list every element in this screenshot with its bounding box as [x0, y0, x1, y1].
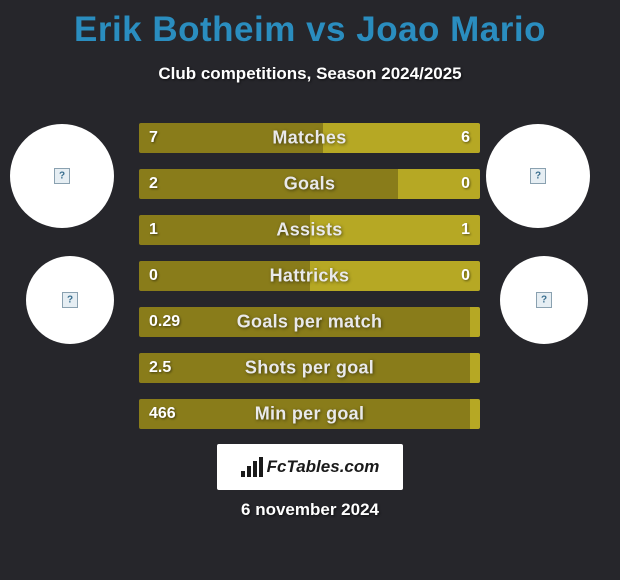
- stat-value-left: 2.5: [149, 359, 171, 377]
- club-right-avatar: [500, 256, 588, 344]
- footer-logo-text: FcTables.com: [267, 457, 380, 477]
- stat-row: Shots per goal2.5: [139, 353, 480, 383]
- stat-row: Goals per match0.29: [139, 307, 480, 337]
- barchart-icon: [241, 457, 263, 477]
- stat-value-right: 0: [461, 175, 470, 193]
- stat-label: Goals per match: [139, 312, 480, 333]
- stat-value-right: 0: [461, 267, 470, 285]
- stat-value-left: 7: [149, 129, 158, 147]
- stat-value-left: 2: [149, 175, 158, 193]
- stat-value-left: 0.29: [149, 313, 180, 331]
- page-subtitle: Club competitions, Season 2024/2025: [0, 64, 620, 84]
- footer-date: 6 november 2024: [241, 500, 379, 520]
- stat-label: Hattricks: [139, 266, 480, 287]
- image-placeholder-icon: [536, 292, 552, 308]
- image-placeholder-icon: [530, 168, 546, 184]
- stat-row: Min per goal466: [139, 399, 480, 429]
- footer-logo: FcTables.com: [217, 444, 403, 490]
- stat-label: Min per goal: [139, 404, 480, 425]
- player-left-avatar: [10, 124, 114, 228]
- stat-label: Assists: [139, 220, 480, 241]
- stat-row: Matches7 6: [139, 123, 480, 153]
- stat-value-left: 466: [149, 405, 176, 423]
- page-title: Erik Botheim vs Joao Mario: [0, 0, 620, 50]
- image-placeholder-icon: [62, 292, 78, 308]
- stat-value-left: 1: [149, 221, 158, 239]
- club-left-avatar: [26, 256, 114, 344]
- stat-row: Hattricks0 0: [139, 261, 480, 291]
- comparison-bars: Matches76Goals20Assists11Hattricks00Goal…: [139, 123, 480, 445]
- stat-row: Assists1 1: [139, 215, 480, 245]
- stat-value-left: 0: [149, 267, 158, 285]
- stat-value-right: 6: [461, 129, 470, 147]
- stat-row: Goals2 0: [139, 169, 480, 199]
- stat-label: Goals: [139, 174, 480, 195]
- image-placeholder-icon: [54, 168, 70, 184]
- stat-label: Matches: [139, 128, 480, 149]
- player-right-avatar: [486, 124, 590, 228]
- stat-label: Shots per goal: [139, 358, 480, 379]
- stat-value-right: 1: [461, 221, 470, 239]
